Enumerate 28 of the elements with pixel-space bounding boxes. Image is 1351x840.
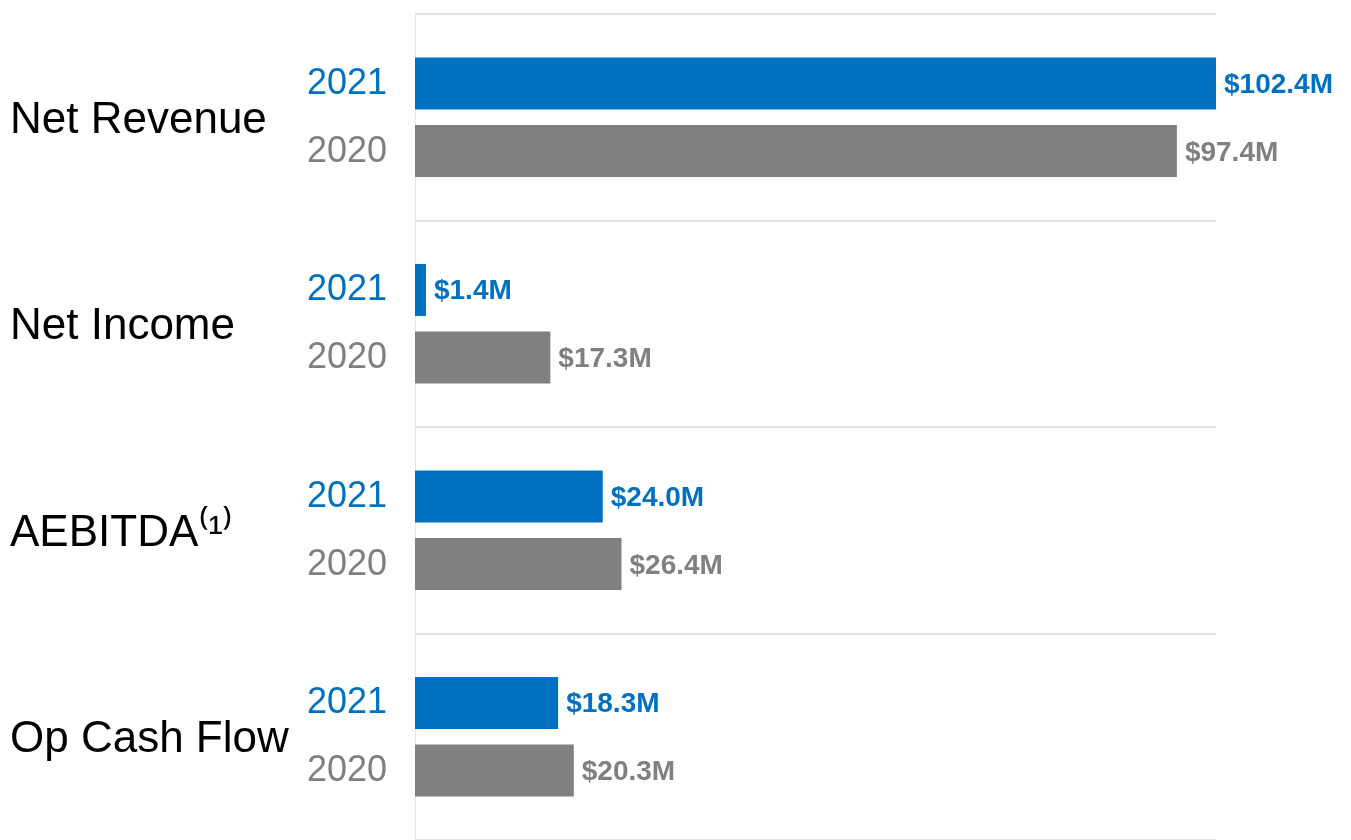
- data-label: $102.4M: [1224, 67, 1333, 99]
- y-tick-label: Op Cash Flow: [10, 712, 289, 762]
- data-label: $20.3M: [581, 755, 676, 787]
- y-tick-label: Net Income: [10, 299, 235, 349]
- data-label: $1.4M: [433, 274, 512, 306]
- text: 2021: [307, 680, 388, 722]
- bar: [415, 57, 1216, 110]
- text: 2021: [307, 473, 388, 515]
- series-label: 2021: [307, 60, 388, 102]
- data-label: $17.3M: [558, 342, 652, 374]
- bar: [415, 125, 1177, 178]
- data-label: $26.4M: [629, 548, 723, 580]
- bar: [415, 744, 574, 797]
- y-tick-label: Net Revenue: [10, 92, 267, 142]
- bar: [415, 331, 551, 384]
- bar: [415, 470, 603, 523]
- bar: [415, 263, 426, 316]
- bar: [415, 538, 622, 591]
- bar: [415, 676, 559, 729]
- text: 2021: [307, 267, 388, 309]
- text: 2020: [307, 748, 388, 790]
- series-label: 2020: [307, 128, 388, 170]
- data-label: $24.0M: [610, 480, 705, 512]
- text: 2020: [307, 335, 388, 377]
- data-label: $18.3M: [566, 687, 660, 719]
- y-tick-label: AEBITDA⁽¹⁾: [10, 505, 233, 555]
- data-label: $97.4M: [1184, 135, 1279, 167]
- text: 2020: [307, 541, 388, 583]
